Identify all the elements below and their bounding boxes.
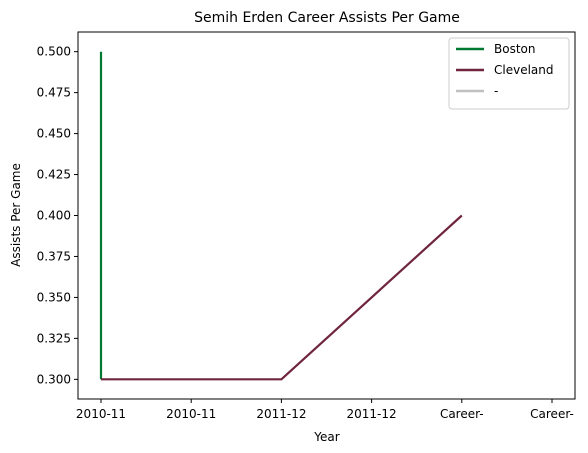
legend-label: - [494, 84, 498, 98]
legend-label: Boston [494, 42, 535, 56]
y-tick-label: 0.425 [37, 168, 71, 182]
y-tick-label: 0.350 [37, 290, 71, 304]
series-line-cleveland [101, 214, 463, 381]
y-tick-label: 0.375 [37, 249, 71, 263]
y-tick-label: 0.300 [37, 372, 71, 386]
y-tick-label: 0.400 [37, 209, 71, 223]
chart-title: Semih Erden Career Assists Per Game [194, 10, 460, 26]
legend-label: Cleveland [494, 63, 554, 77]
y-tick-label: 0.475 [37, 86, 71, 100]
x-tick-label: Career- [440, 407, 484, 421]
y-axis-label: Assists Per Game [9, 163, 23, 267]
y-axis-ticks: 0.300 0.325 0.350 0.375 0.400 0.425 0.450 0.475… [37, 45, 78, 386]
x-axis-label: Year [313, 430, 339, 444]
series-layer [99, 51, 463, 381]
y-tick-label: 0.450 [37, 127, 71, 141]
y-tick-label: 0.500 [37, 45, 71, 59]
legend: Boston Cleveland - [448, 37, 570, 110]
x-axis-ticks: 2010-11 2010-11 2011-12 2011-12 Career- Caree… [76, 399, 574, 421]
y-tick-label: 0.325 [37, 331, 71, 345]
x-tick-label: 2011-12 [256, 407, 306, 421]
x-tick-label: Career- [530, 407, 574, 421]
x-tick-label: 2010-11 [166, 407, 216, 421]
x-tick-label: 2010-11 [76, 407, 126, 421]
x-tick-label: 2011-12 [347, 407, 397, 421]
